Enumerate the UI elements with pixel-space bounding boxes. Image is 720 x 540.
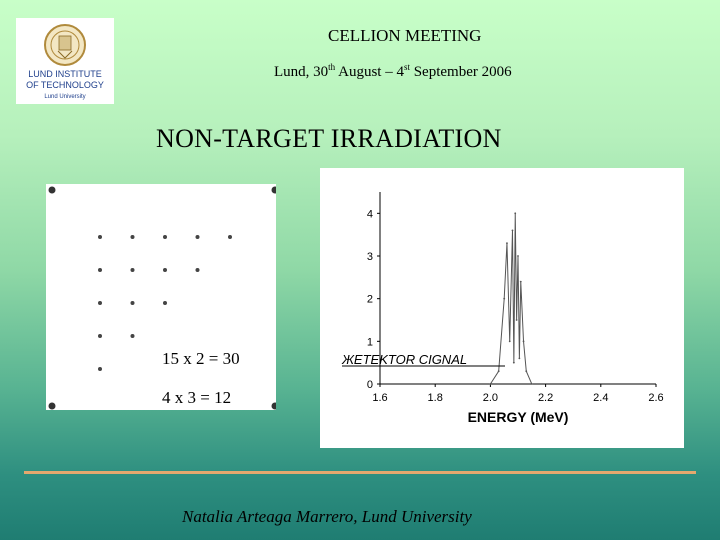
irradiation-point [130,268,135,272]
spectrum-point [519,280,522,283]
irradiation-point [98,268,102,272]
irradiation-point [163,301,167,305]
y-tick-label: 2 [367,294,373,306]
irradiation-point [163,235,167,239]
energy-spectrum-panel: 1.6 1.8 2.0 2.2 2.4 2.6 0 1 2 3 4 ENERGY (MeV) ЖETEK… [320,168,684,448]
seal-icon [44,24,86,66]
y-tick-label: 3 [367,251,373,263]
spectrum-point [522,340,525,343]
spectrum-point [515,319,518,321]
spectrum-annotation: ЖETEKTOR CIGNAL [341,352,467,367]
x-tick-label: 2.4 [593,392,608,404]
y-tick-label: 1 [367,336,373,348]
x-axis-label: ENERGY (MeV) [468,409,569,425]
irradiation-point [195,268,200,272]
meeting-title: CELLION MEETING [328,26,482,45]
irradiation-point [130,235,135,239]
irradiation-point [98,235,102,239]
target-grid-panel [46,184,276,410]
logo-line-2: OF TECHNOLOGY [26,80,104,90]
y-tick-label: 0 [367,379,373,391]
calc-line-1: 15 x 2 = 30 [162,349,240,368]
irradiation-point [98,301,102,305]
target-grid [48,186,276,410]
irradiation-point [98,334,102,338]
spectrum-point [530,383,533,385]
logo-line-1: LUND INSTITUTE [28,69,102,79]
x-tick-label: 1.6 [372,392,387,404]
x-tick-label: 2.0 [483,392,498,404]
corner-dot [48,402,56,410]
lund-logo: LUND INSTITUTE OF TECHNOLOGY Lund Univer… [16,18,114,104]
divider [24,471,696,474]
spectrum-point [506,242,508,245]
slide-title: NON-TARGET IRRADIATION [156,124,502,153]
spectrum-point [489,383,492,385]
author-footer: Natalia Arteaga Marrero, Lund University [182,507,472,526]
spectrum-line [489,213,533,385]
irradiation-point [195,235,200,239]
spectrum-point [518,357,521,360]
spectrum-point [514,212,517,215]
spectrum-point [511,229,514,232]
irradiation-point [130,334,135,338]
meeting-date: Lund, 30th August – 4st September 2006 [274,62,512,80]
logo-line-3: Lund University [44,94,85,100]
irradiation-point [130,301,135,305]
corner-dot [271,402,276,410]
spectrum-point [503,297,506,300]
spectrum-point [525,370,528,373]
x-tick-label: 2.2 [538,392,553,404]
irradiation-point [98,367,102,371]
energy-spectrum-chart: 1.6 1.8 2.0 2.2 2.4 2.6 0 1 2 3 4 ENERGY (MeV) ЖETEK… [341,192,664,425]
spectrum-point [512,361,515,364]
spectrum-point [508,340,511,343]
spectrum-point [497,370,500,373]
y-tick-label: 4 [367,208,373,220]
calc-line-2: 4 x 3 = 12 [162,388,232,407]
spectrum-point [517,255,519,257]
corner-dot [271,186,276,194]
x-tick-label: 1.8 [428,392,443,404]
irradiation-point [228,235,232,239]
irradiation-point [163,268,167,272]
x-tick-label: 2.6 [648,392,663,404]
corner-dot [48,186,56,194]
